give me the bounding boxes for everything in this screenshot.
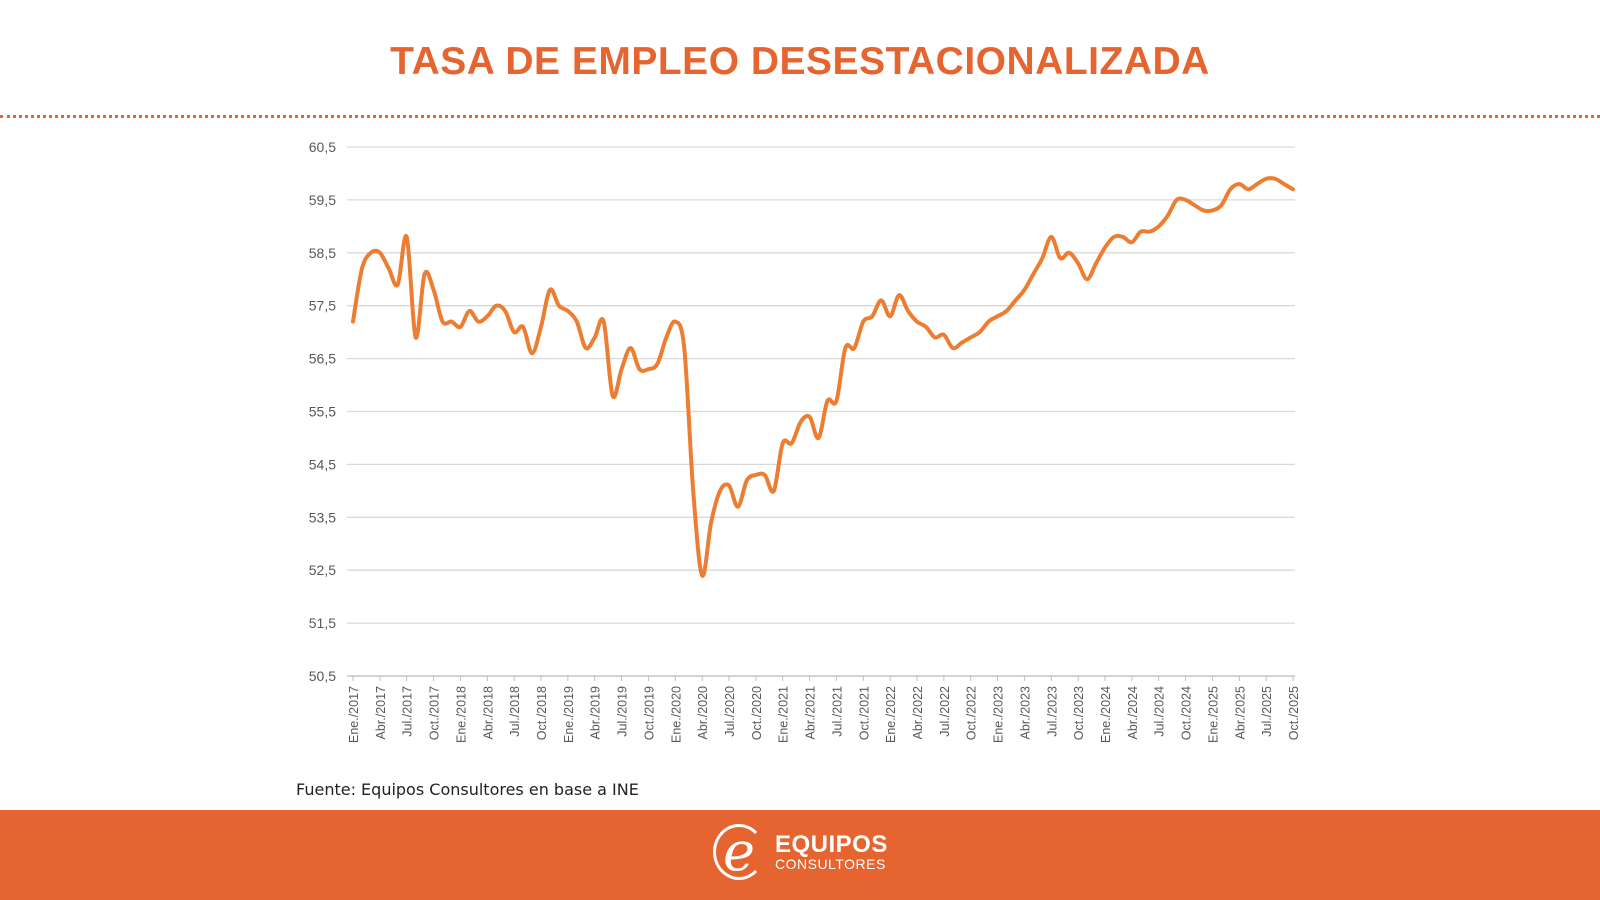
logo-sub-text: CONSULTORES	[775, 856, 886, 872]
x-tick-label: Jul./2024	[1153, 686, 1167, 737]
x-tick-label: Ene./2021	[777, 686, 791, 743]
x-tick-label: Oct./2023	[1072, 686, 1086, 740]
x-tick-label: Oct./2018	[535, 686, 549, 740]
y-tick-label: 54,5	[309, 456, 336, 472]
x-tick-label: Ene./2024	[1099, 686, 1113, 743]
x-tick-label: Oct./2019	[642, 686, 656, 740]
x-tick-label: Jul./2020	[723, 686, 737, 737]
x-tick-label: Jul./2022	[938, 686, 952, 737]
x-tick-label: Abr./2024	[1126, 686, 1140, 740]
series-line-tasa-empleo	[351, 176, 1295, 578]
y-tick-label: 59,5	[309, 192, 336, 208]
x-tick-label: Ene./2022	[884, 686, 898, 743]
x-tick-label: Abr./2025	[1233, 686, 1247, 740]
equipos-logo: e EQUIPOS CONSULTORES	[713, 824, 888, 880]
x-tick-label: Abr./2021	[804, 686, 818, 740]
x-tick-label: Oct./2017	[428, 686, 442, 740]
x-tick-label: Oct./2022	[965, 686, 979, 740]
x-tick-label: Abr./2017	[374, 686, 388, 740]
logo-main-text: EQUIPOS	[775, 831, 888, 858]
x-tick-label: Ene./2023	[992, 686, 1006, 743]
x-tick-label: Abr./2023	[1018, 686, 1032, 740]
x-tick-label: Abr./2018	[481, 686, 495, 740]
dotted-divider	[0, 115, 1600, 118]
y-tick-label: 60,5	[309, 139, 336, 155]
footer-bar: e EQUIPOS CONSULTORES	[0, 810, 1600, 900]
x-tick-label: Oct./2020	[750, 686, 764, 740]
x-tick-label: Abr./2019	[589, 686, 603, 740]
y-tick-label: 56,5	[309, 351, 336, 367]
x-tick-label: Ene./2019	[562, 686, 576, 743]
y-tick-label: 50,5	[309, 668, 336, 684]
y-tick-label: 57,5	[309, 298, 336, 314]
x-tick-label: Oct./2021	[857, 686, 871, 740]
chart-title: TASA DE EMPLEO DESESTACIONALIZADA	[390, 40, 1210, 83]
y-tick-label: 55,5	[309, 404, 336, 420]
x-tick-label: Jul./2025	[1260, 686, 1274, 737]
logo-e-icon: e	[713, 824, 765, 880]
x-tick-label: Jul./2018	[508, 686, 522, 737]
line-chart: 50,5 51,5 52,5 53,5 54,5 55,5 56,5 57,5 58,5 59,5…	[309, 139, 1301, 743]
x-tick-label: Ene./2018	[454, 686, 468, 743]
x-tick-label: Ene./2025	[1206, 686, 1220, 743]
x-tick-label: Abr./2022	[911, 686, 925, 740]
y-tick-label: 58,5	[309, 245, 336, 261]
y-tick-label: 51,5	[309, 615, 336, 631]
y-tick-label: 52,5	[309, 562, 336, 578]
x-tick-label: Jul./2019	[616, 686, 630, 737]
x-tick-label: Oct./2024	[1180, 686, 1194, 740]
x-tick-label: Jul./2021	[830, 686, 844, 737]
x-tick-label: Ene./2020	[669, 686, 683, 743]
x-tick-label: Oct./2025	[1287, 686, 1301, 740]
y-tick-label: 53,5	[309, 509, 336, 525]
x-tick-label: Ene./2017	[347, 686, 361, 743]
x-tick-label: Abr./2020	[696, 686, 710, 740]
source-note: Fuente: Equipos Consultores en base a IN…	[296, 780, 639, 799]
x-tick-label: Jul./2023	[1045, 686, 1059, 737]
x-tick-label: Jul./2017	[401, 686, 415, 737]
